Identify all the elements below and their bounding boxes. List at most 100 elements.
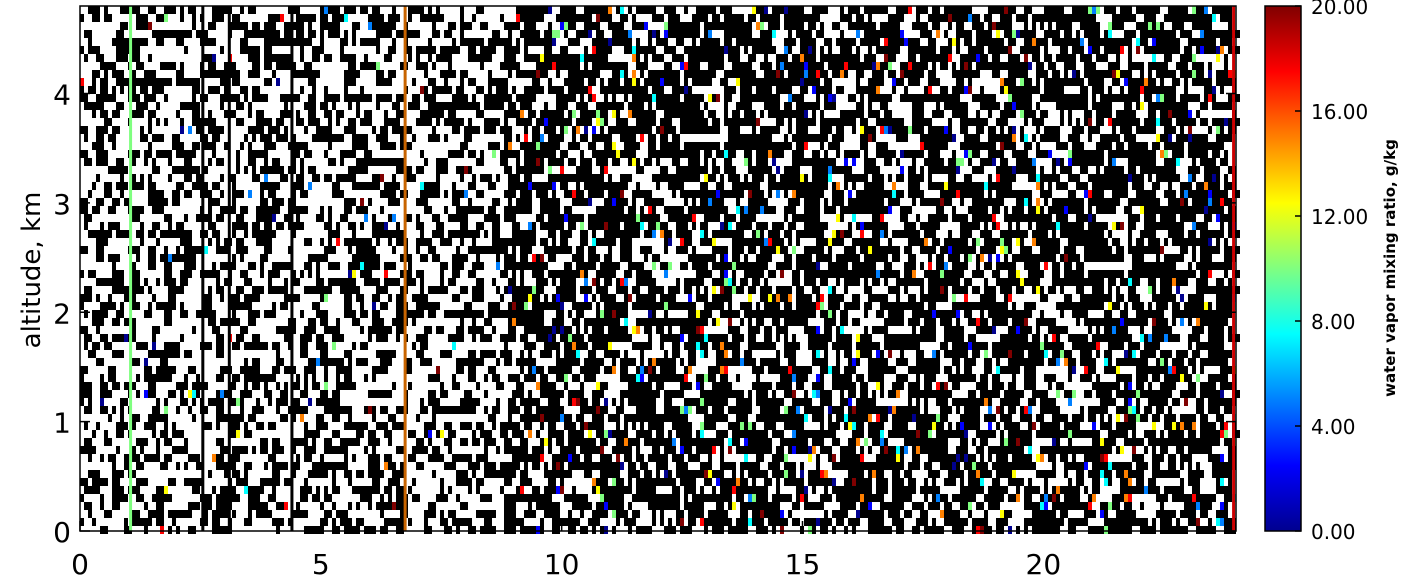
heatmap-cell: [528, 222, 532, 230]
heatmap-cell: [372, 326, 380, 334]
heatmap-cell: [664, 310, 668, 318]
heatmap-cell: [728, 158, 732, 166]
heatmap-cell: [100, 406, 108, 414]
heatmap-cell: [300, 86, 304, 94]
heatmap-cell: [612, 78, 620, 86]
heatmap-cell: [392, 350, 396, 358]
heatmap-cell: [460, 94, 468, 102]
heatmap-cell: [300, 350, 304, 358]
heatmap-cell: [244, 374, 248, 382]
heatmap-cell: [336, 462, 344, 470]
heatmap-cell: [364, 446, 368, 454]
heatmap-cell: [344, 422, 348, 430]
heatmap-cell: [612, 38, 616, 46]
heatmap-cell: [580, 286, 584, 294]
heatmap-cell: [572, 94, 576, 102]
heatmap-cell: [764, 342, 768, 350]
heatmap-cell: [476, 38, 480, 46]
heatmap-cell: [504, 126, 508, 134]
heatmap-cell: [276, 158, 280, 166]
heatmap-cell: [656, 422, 660, 430]
heatmap-cell: [356, 470, 364, 478]
heatmap-cell: [656, 158, 660, 166]
heatmap-cell: [180, 334, 184, 342]
heatmap-cell: [156, 102, 160, 110]
heatmap-cell: [524, 358, 528, 366]
heatmap-cell: [528, 38, 532, 46]
heatmap-cell: [312, 446, 316, 454]
heatmap-cell: [228, 302, 236, 310]
heatmap-cell: [120, 22, 128, 30]
heatmap-cell: [684, 198, 688, 206]
heatmap-cell: [304, 350, 308, 358]
heatmap-cell: [208, 398, 216, 406]
heatmap-cell: [324, 6, 328, 14]
heatmap-cell: [524, 54, 532, 62]
heatmap-cell: [256, 62, 260, 70]
heatmap-cell: [144, 390, 148, 398]
heatmap-cell: [560, 86, 564, 94]
heatmap-cell: [324, 310, 328, 318]
heatmap-cell: [204, 166, 208, 174]
heatmap-cell: [720, 286, 724, 294]
heatmap-cell: [108, 374, 116, 382]
heatmap-cell: [392, 174, 396, 182]
heatmap-cell: [180, 142, 184, 150]
heatmap-cell: [568, 310, 572, 318]
heatmap-cell: [696, 30, 700, 38]
heatmap-cell: [524, 174, 532, 182]
heatmap-cell: [260, 198, 268, 206]
heatmap-cell: [492, 94, 500, 102]
heatmap-cell: [480, 286, 484, 294]
heatmap-cell: [148, 454, 152, 462]
heatmap-cell: [116, 182, 120, 190]
heatmap-cell: [176, 430, 184, 438]
heatmap-cell: [620, 214, 628, 222]
heatmap-cell: [312, 86, 316, 94]
heatmap-cell: [720, 78, 724, 86]
heatmap-cell: [636, 94, 640, 102]
heatmap-cell: [588, 182, 596, 190]
heatmap-cell: [564, 150, 568, 158]
heatmap-cell: [548, 254, 552, 262]
heatmap-cell: [564, 350, 568, 358]
heatmap-cell: [544, 190, 548, 198]
heatmap-cell: [352, 150, 356, 158]
heatmap-cell: [124, 422, 128, 430]
heatmap-cell: [652, 174, 656, 182]
heatmap-cell: [708, 478, 712, 486]
heatmap-cell: [432, 286, 440, 294]
heatmap-cell: [504, 478, 512, 486]
heatmap-cell: [116, 270, 124, 278]
heatmap-cell: [352, 222, 356, 230]
heatmap-cell: [756, 174, 764, 182]
heatmap-cell: [548, 126, 556, 134]
heatmap-cell: [468, 350, 476, 358]
heatmap-cell: [488, 246, 492, 254]
heatmap-cell: [540, 518, 544, 526]
heatmap-cell: [348, 286, 352, 294]
heatmap-cell: [204, 294, 208, 302]
heatmap-cell: [360, 294, 364, 302]
heatmap-cell: [340, 446, 348, 454]
heatmap-cell: [420, 398, 424, 406]
heatmap-cell: [668, 182, 676, 190]
heatmap-cell: [356, 158, 360, 166]
heatmap-cell: [660, 326, 664, 334]
heatmap-cell: [440, 70, 444, 78]
heatmap-cell: [464, 358, 468, 366]
heatmap-cell: [688, 502, 696, 510]
heatmap-cell: [168, 214, 172, 222]
heatmap-cell: [580, 158, 588, 166]
heatmap-cell: [400, 158, 404, 166]
heatmap-cell: [616, 310, 620, 318]
heatmap-cell: [576, 126, 580, 134]
heatmap-cell: [392, 102, 400, 110]
heatmap-cell: [716, 142, 720, 150]
heatmap-cell: [400, 142, 404, 150]
heatmap-cell: [700, 326, 704, 334]
heatmap-cell: [248, 318, 256, 326]
heatmap-cell: [648, 478, 656, 486]
heatmap-cell: [584, 110, 588, 118]
heatmap-cell: [740, 422, 744, 430]
